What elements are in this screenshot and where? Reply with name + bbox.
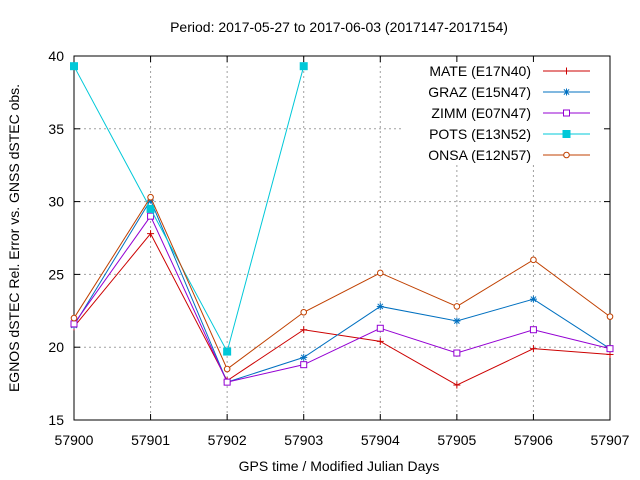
grid	[74, 56, 610, 420]
data-point	[529, 326, 537, 334]
data-point	[223, 347, 232, 356]
data-point	[223, 365, 231, 373]
x-tick-label: 57905	[437, 432, 476, 448]
series-graz	[70, 196, 614, 386]
x-tick-label: 57902	[208, 432, 247, 448]
legend-label: POTS (E13N52)	[429, 126, 531, 142]
y-axis-label: EGNOS dSTEC Rel. Error vs. GNSS dSTEC ob…	[6, 84, 22, 392]
plot-frame	[73, 55, 611, 421]
y-tick-label: 20	[48, 339, 64, 355]
chart-title: Period: 2017-05-27 to 2017-06-03 (201714…	[170, 19, 508, 35]
legend-item: POTS (E13N52)	[429, 126, 590, 142]
data-point	[70, 62, 78, 71]
legend-label: ZIMM (E07N47)	[431, 105, 531, 121]
x-tick-label: 57901	[131, 432, 170, 448]
data-point	[147, 230, 155, 238]
y-tick-label: 40	[48, 48, 64, 64]
data-point	[300, 326, 308, 334]
data-point	[562, 130, 571, 138]
legend-label: GRAZ (E15N47)	[428, 84, 531, 100]
data-point	[530, 256, 537, 264]
data-point	[146, 204, 155, 213]
legend-label: MATE (E17N40)	[429, 63, 531, 79]
data-point	[300, 361, 308, 369]
y-tick-label: 35	[48, 121, 64, 137]
data-point	[223, 378, 231, 386]
data-point	[70, 314, 78, 322]
data-point	[529, 345, 537, 353]
plot-area	[70, 62, 614, 389]
data-point	[147, 212, 155, 220]
legend-item: GRAZ (E15N47)	[428, 84, 590, 100]
legend-item: MATE (E17N40)	[429, 63, 590, 79]
series-onsa	[70, 193, 614, 373]
data-point	[563, 67, 570, 75]
y-tick-label: 15	[48, 412, 64, 428]
data-point	[376, 324, 384, 332]
legend: MATE (E17N40) GRAZ (E15N47) ZIMM (E07N47) P…	[428, 63, 590, 163]
data-point	[453, 317, 461, 325]
data-point	[70, 320, 78, 328]
series-line	[73, 215, 611, 383]
legend-item: ZIMM (E07N47)	[431, 105, 590, 121]
x-tick-label: 57900	[55, 432, 94, 448]
x-tick-label: 57907	[591, 432, 630, 448]
data-point	[453, 349, 461, 357]
series-line	[73, 196, 611, 370]
data-point	[147, 193, 154, 201]
series-line	[73, 199, 611, 383]
data-point	[563, 109, 570, 117]
data-point	[453, 381, 461, 389]
data-point	[606, 313, 614, 320]
series-mate	[70, 230, 614, 389]
data-point	[563, 88, 570, 96]
data-point	[453, 303, 461, 310]
data-point	[606, 345, 614, 353]
legend-label: ONSA (E12N57)	[428, 147, 531, 163]
x-axis-label: GPS time / Modified Julian Days	[239, 458, 440, 474]
series-zimm	[70, 212, 614, 386]
data-point	[300, 353, 308, 361]
data-point	[376, 269, 384, 277]
y-tick-label: 25	[48, 266, 64, 282]
data-point	[299, 62, 308, 71]
series-line	[73, 65, 305, 353]
legend-item: ONSA (E12N57)	[428, 147, 590, 163]
series-pots	[70, 62, 308, 356]
data-point	[376, 337, 384, 345]
x-tick-label: 57903	[284, 432, 323, 448]
x-tick-label: 57906	[514, 432, 553, 448]
data-point	[563, 151, 570, 159]
axes: 57900 57901 57902 57903 57904 57905 57906 57907…	[48, 48, 629, 448]
data-point	[529, 295, 537, 303]
y-tick-label: 30	[48, 194, 64, 210]
data-point	[300, 308, 308, 316]
data-point	[376, 302, 384, 310]
x-tick-label: 57904	[361, 432, 400, 448]
series-line	[73, 232, 611, 386]
